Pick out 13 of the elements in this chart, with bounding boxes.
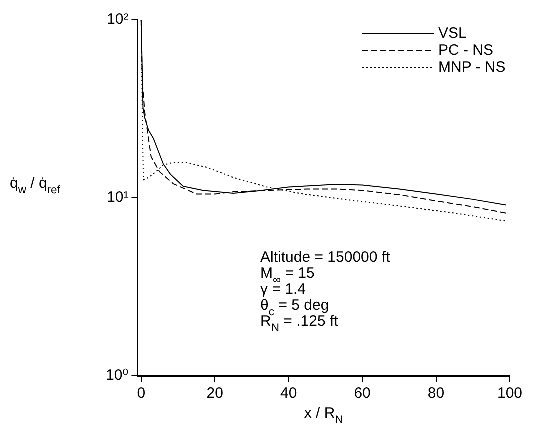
- annotation: Altitude = 150000 ft: [260, 249, 392, 266]
- x-tick-label: 60: [354, 385, 371, 402]
- x-tick-label: 80: [428, 385, 445, 402]
- x-tick-label: 20: [206, 385, 224, 402]
- x-tick-label: 40: [280, 385, 298, 402]
- legend-label: PC - NS: [438, 42, 494, 60]
- x-tick-label: 100: [497, 385, 523, 402]
- y-tick-label: 10¹: [107, 189, 129, 206]
- legend-label: VSL: [438, 25, 467, 42]
- y-tick-label: 10²: [107, 11, 129, 28]
- x-tick-label: 0: [137, 385, 146, 402]
- y-tick-label: 10⁰: [106, 367, 129, 384]
- legend-label: MNP - NS: [438, 59, 506, 76]
